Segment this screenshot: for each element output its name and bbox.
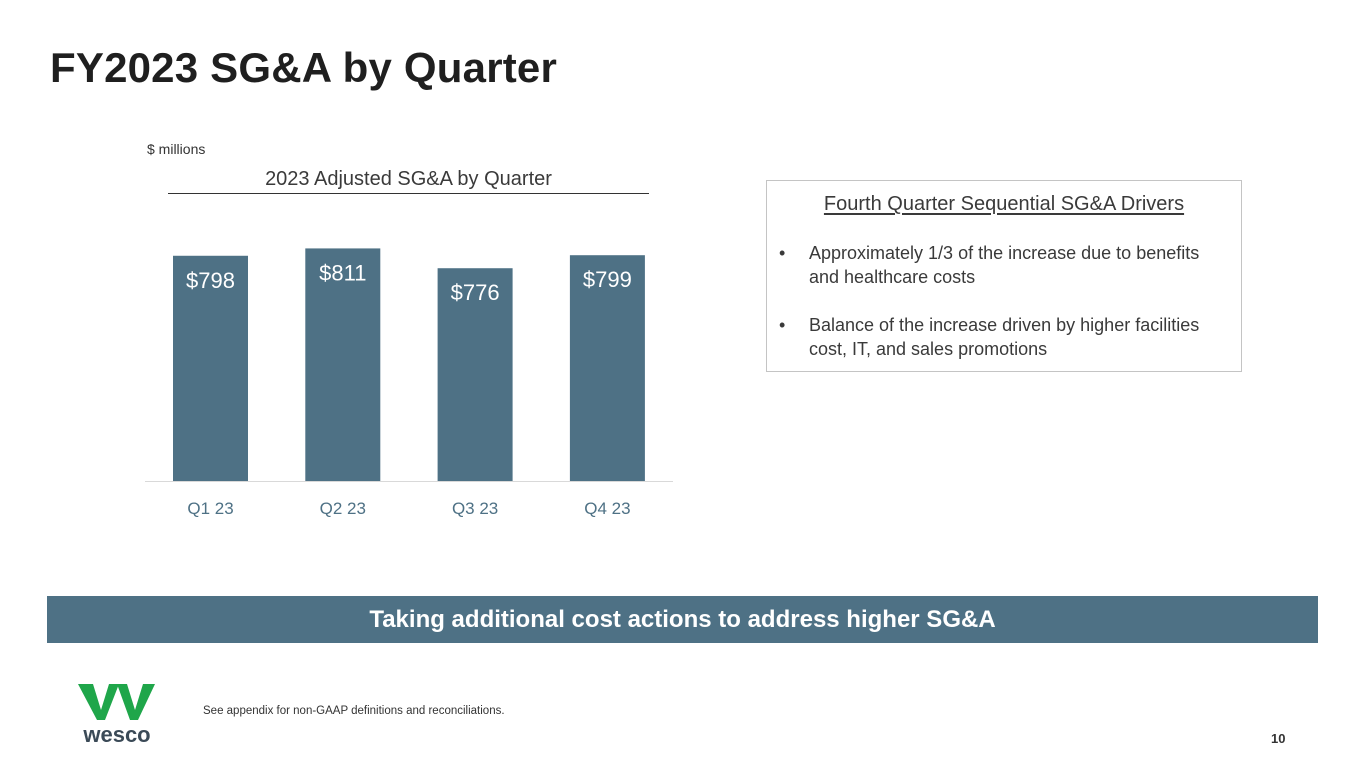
page-title: FY2023 SG&A by Quarter — [50, 44, 558, 91]
data-label: $798 — [186, 268, 235, 293]
logo-text: wesco — [82, 722, 150, 744]
bar-q4-23 — [569, 255, 645, 481]
data-label: $811 — [319, 260, 366, 285]
bullet-icon: • — [779, 243, 786, 263]
bullet-text: Balance of the increase driven by higher… — [809, 315, 1200, 359]
page-number: 10 — [1271, 731, 1286, 746]
bullet-icon: • — [779, 315, 786, 335]
logo-mark-right — [117, 684, 155, 720]
list-item: • Balance of the increase driven by high… — [777, 313, 1227, 361]
bar-q1-23 — [173, 255, 248, 481]
sga-drivers-panel: Fourth Quarter Sequential SG&A Drivers •… — [766, 180, 1242, 372]
x-tick-label: Q2 23 — [320, 499, 366, 518]
chart-title: 2023 Adjusted SG&A by Quarter — [168, 168, 649, 194]
logo-mark-left — [78, 684, 119, 720]
bar-chart: $798 Q1 23 $811 Q2 23 $776 Q3 23 $799 Q4 23 — [145, 248, 673, 518]
list-item: • Approximately 1/3 of the increase due … — [777, 241, 1227, 289]
units-label: $ millions — [147, 141, 206, 157]
x-tick-label: Q1 23 — [187, 499, 233, 518]
wesco-logo: wesco — [78, 684, 155, 744]
bar-q2-23 — [305, 248, 381, 481]
drivers-list: • Approximately 1/3 of the increase due … — [777, 241, 1227, 385]
data-label: $776 — [451, 280, 500, 305]
bar-q3-23 — [437, 268, 513, 481]
x-tick-label: Q4 23 — [584, 499, 630, 518]
data-label: $799 — [583, 267, 632, 292]
panel-heading: Fourth Quarter Sequential SG&A Drivers — [823, 193, 1185, 215]
x-tick-label: Q3 23 — [452, 499, 498, 518]
bullet-text: Approximately 1/3 of the increase due to… — [809, 243, 1200, 287]
cost-action-banner: Taking additional cost actions to addres… — [47, 596, 1318, 643]
footnote: See appendix for non-GAAP definitions an… — [203, 705, 505, 717]
